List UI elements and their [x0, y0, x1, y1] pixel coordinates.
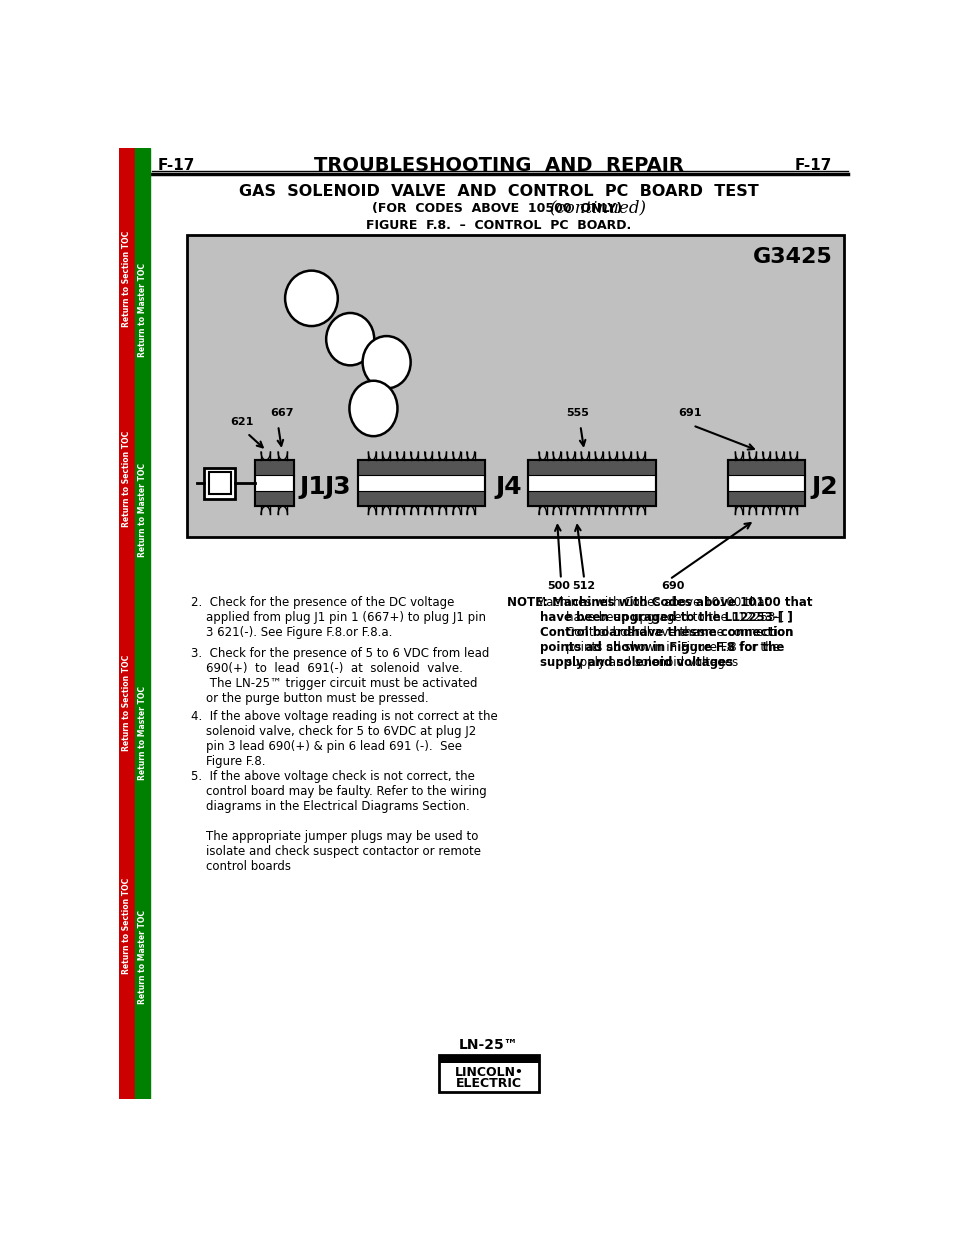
Text: NOTE: Machines with Codes above 10100 that
        have been upgraged to the L12: NOTE: Machines with Codes above 10100 th…: [506, 597, 811, 669]
Bar: [528, 461, 656, 506]
Text: 5.  If the above voltage check is not correct, the
    control board may be faul: 5. If the above voltage check is not cor…: [191, 771, 486, 873]
Text: 555: 555: [566, 408, 589, 419]
Bar: [528, 490, 656, 506]
Bar: [727, 490, 804, 506]
Text: 691: 691: [678, 408, 701, 419]
Bar: [727, 461, 804, 506]
Text: 2.  Check for the presence of the DC voltage
    applied from plug J1 pin 1 (667: 2. Check for the presence of the DC volt…: [191, 597, 485, 640]
Bar: [187, 235, 843, 537]
Bar: [357, 490, 485, 506]
Text: LINCOLN•: LINCOLN•: [454, 1066, 523, 1078]
Ellipse shape: [349, 380, 397, 436]
Bar: [254, 461, 294, 475]
Text: Return to Master TOC: Return to Master TOC: [138, 910, 147, 1004]
Bar: [528, 461, 656, 475]
Text: 667: 667: [270, 408, 294, 419]
Text: Machines with Codes above 10100 that
        have been upgraged to the L12253-[ : Machines with Codes above 10100 that hav…: [536, 597, 792, 669]
Text: (continued): (continued): [548, 200, 645, 217]
Text: J2: J2: [810, 475, 837, 499]
Bar: [727, 461, 804, 475]
Text: J4: J4: [495, 475, 521, 499]
Text: Return to Master TOC: Return to Master TOC: [138, 463, 147, 557]
Bar: [727, 461, 804, 506]
Ellipse shape: [285, 270, 337, 326]
Text: J1: J1: [299, 475, 326, 499]
Text: 690: 690: [661, 582, 684, 592]
Bar: [254, 461, 294, 506]
Text: Return to Section TOC: Return to Section TOC: [122, 231, 132, 327]
Text: LN-25™: LN-25™: [458, 1039, 518, 1052]
Text: ELECTRIC: ELECTRIC: [456, 1077, 521, 1091]
Bar: [528, 461, 656, 506]
Text: (FOR  CODES  ABOVE  10500  ONLY): (FOR CODES ABOVE 10500 ONLY): [372, 201, 626, 215]
Text: G3425: G3425: [752, 247, 831, 267]
Text: Return to Section TOC: Return to Section TOC: [122, 431, 132, 527]
Text: 512: 512: [572, 582, 596, 592]
Text: 3.  Check for the presence of 5 to 6 VDC from lead
    690(+)  to  lead  691(-) : 3. Check for the presence of 5 to 6 VDC …: [191, 647, 488, 705]
Text: TROUBLESHOOTING  AND  REPAIR: TROUBLESHOOTING AND REPAIR: [314, 156, 683, 174]
Text: F-17: F-17: [794, 158, 831, 173]
Bar: [357, 461, 485, 506]
Bar: [204, 468, 235, 499]
Ellipse shape: [326, 312, 374, 366]
Bar: [119, 148, 134, 1099]
Bar: [254, 490, 294, 506]
Text: FIGURE  F.8.  –  CONTROL  PC  BOARD.: FIGURE F.8. – CONTROL PC BOARD.: [366, 219, 631, 232]
Bar: [357, 461, 485, 506]
Bar: [357, 461, 485, 475]
Text: F-17: F-17: [158, 158, 195, 173]
Ellipse shape: [362, 336, 410, 389]
Text: Return to Master TOC: Return to Master TOC: [138, 263, 147, 357]
Bar: [438, 1055, 538, 1063]
Bar: [209, 472, 231, 494]
Bar: [254, 461, 294, 506]
Text: Return to Master TOC: Return to Master TOC: [138, 687, 147, 781]
Bar: [438, 1055, 538, 1092]
Text: GAS  SOLENOID  VALVE  AND  CONTROL  PC  BOARD  TEST: GAS SOLENOID VALVE AND CONTROL PC BOARD …: [239, 184, 758, 199]
Text: 4.  If the above voltage reading is not correct at the
    solenoid valve, check: 4. If the above voltage reading is not c…: [191, 710, 497, 768]
Text: Return to Section TOC: Return to Section TOC: [122, 878, 132, 974]
Bar: [134, 148, 150, 1099]
Text: 621: 621: [230, 417, 253, 427]
Text: J3: J3: [324, 475, 351, 499]
Text: 500: 500: [547, 582, 570, 592]
Text: Return to Section TOC: Return to Section TOC: [122, 655, 132, 751]
